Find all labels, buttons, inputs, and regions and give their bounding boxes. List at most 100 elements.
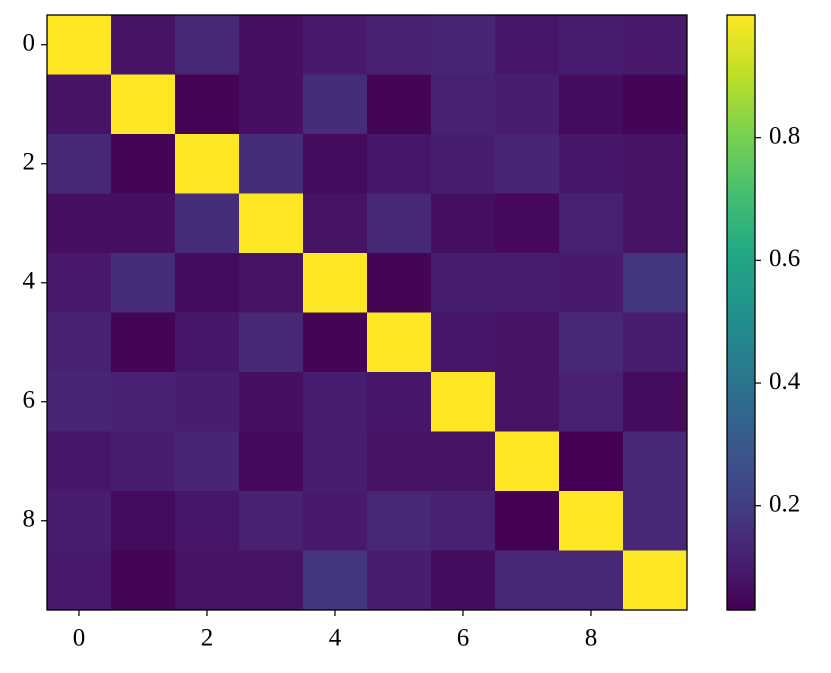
colorbar-segment xyxy=(727,436,755,443)
heatmap-cell xyxy=(47,134,112,194)
heatmap-cell xyxy=(175,253,240,313)
colorbar-segment xyxy=(727,372,755,378)
colorbar-segment xyxy=(727,114,755,120)
colorbar-segment xyxy=(727,322,755,328)
colorbar-segment xyxy=(727,575,755,581)
heatmap-cell xyxy=(303,74,368,135)
colorbar-segment xyxy=(727,104,755,110)
colorbar-segment xyxy=(727,476,755,482)
colorbar-segment xyxy=(727,312,755,319)
heatmap-cell xyxy=(47,74,112,135)
heatmap-cell xyxy=(111,193,176,254)
plot-frame xyxy=(46,14,688,611)
colorbar-segment xyxy=(727,391,755,398)
heatmap-cell xyxy=(175,193,240,254)
colorbar-segment xyxy=(727,342,755,348)
colorbar-segment xyxy=(727,248,755,254)
colorbar-segment xyxy=(727,352,755,358)
heatmap-cell xyxy=(623,253,688,313)
colorbar-segment xyxy=(727,267,755,274)
colorbar-segment xyxy=(727,461,755,467)
heatmap-cell xyxy=(367,74,432,135)
colorbar-segment xyxy=(727,19,755,26)
colorbar-segment xyxy=(727,486,755,492)
heatmap-cell xyxy=(303,312,368,373)
colorbar-segment xyxy=(727,173,755,180)
colorbar-segment xyxy=(727,510,755,517)
colorbar-segment xyxy=(727,203,755,209)
heatmap-cell xyxy=(367,550,432,611)
colorbar-segment xyxy=(727,99,755,105)
heatmap-cell xyxy=(431,491,496,551)
colorbar-segment xyxy=(727,307,755,314)
heatmap-cell xyxy=(559,15,624,75)
colorbar-segment xyxy=(727,421,755,428)
y-tick-label: 8 xyxy=(23,505,36,532)
heatmap-cell xyxy=(367,193,432,254)
x-tick-label: 4 xyxy=(329,625,342,652)
heatmap-cell xyxy=(303,431,368,492)
colorbar-segment xyxy=(727,302,755,309)
colorbar-segment xyxy=(727,332,755,338)
heatmap-cell xyxy=(367,253,432,313)
heatmap-cell xyxy=(303,491,368,551)
heatmap-cell xyxy=(239,491,304,551)
colorbar-segment xyxy=(727,545,755,552)
colorbar-segment xyxy=(727,218,755,224)
colorbar-tick-label: 0.8 xyxy=(769,122,800,149)
colorbar-segment xyxy=(727,357,755,363)
colorbar-tick-label: 0.6 xyxy=(769,245,800,272)
heatmap-cell xyxy=(623,431,688,492)
heatmap-cell xyxy=(623,15,688,75)
colorbar-segment xyxy=(727,367,755,373)
colorbar-segment xyxy=(727,223,755,229)
colorbar-segment xyxy=(727,451,755,457)
heatmap-cell xyxy=(239,550,304,611)
colorbar-segment xyxy=(727,282,755,289)
colorbar-segment xyxy=(727,297,755,304)
colorbar-segment xyxy=(727,525,755,532)
heatmap-cell xyxy=(431,15,496,75)
y-tick-label: 6 xyxy=(23,386,36,413)
heatmap-cell xyxy=(47,253,112,313)
heatmap-cell xyxy=(431,134,496,194)
colorbar-segment xyxy=(727,535,755,542)
colorbar-segment xyxy=(727,520,755,527)
heatmap-cell xyxy=(175,312,240,373)
colorbar-segment xyxy=(727,178,755,185)
heatmap-cell xyxy=(175,15,240,75)
colorbar-segment xyxy=(727,143,755,150)
heatmap-cell xyxy=(367,372,432,432)
colorbar-segment xyxy=(727,84,755,90)
y-tick-label: 4 xyxy=(23,267,36,294)
heatmap-cell xyxy=(431,74,496,135)
colorbar-tick-label: 0.4 xyxy=(769,368,801,395)
colorbar-segment xyxy=(727,555,755,562)
colorbar-segment xyxy=(727,153,755,160)
heatmap-cell xyxy=(559,372,624,432)
colorbar-segment xyxy=(727,59,755,66)
colorbar-segment xyxy=(727,253,755,259)
colorbar-frame xyxy=(726,14,756,611)
heatmap-cell xyxy=(623,74,688,135)
colorbar-segment xyxy=(727,381,755,388)
colorbar-segment xyxy=(727,565,755,571)
colorbar-segment xyxy=(727,481,755,487)
heatmap-cell xyxy=(367,15,432,75)
colorbar-segment xyxy=(727,134,755,140)
colorbar-segment xyxy=(727,287,755,294)
colorbar-segment xyxy=(727,272,755,279)
colorbar-segment xyxy=(727,600,755,606)
colorbar-segment xyxy=(727,34,755,41)
heatmap-cell xyxy=(303,193,368,254)
colorbar-segment xyxy=(727,193,755,200)
heatmap-cell xyxy=(239,15,304,75)
heatmap-cell xyxy=(175,372,240,432)
heatmap-cell xyxy=(559,253,624,313)
heatmap-cell xyxy=(175,491,240,551)
colorbar-tick-label: 0.2 xyxy=(769,490,800,517)
colorbar-segment xyxy=(727,163,755,170)
heatmap-cell xyxy=(47,491,112,551)
heatmap-cell xyxy=(111,253,176,313)
